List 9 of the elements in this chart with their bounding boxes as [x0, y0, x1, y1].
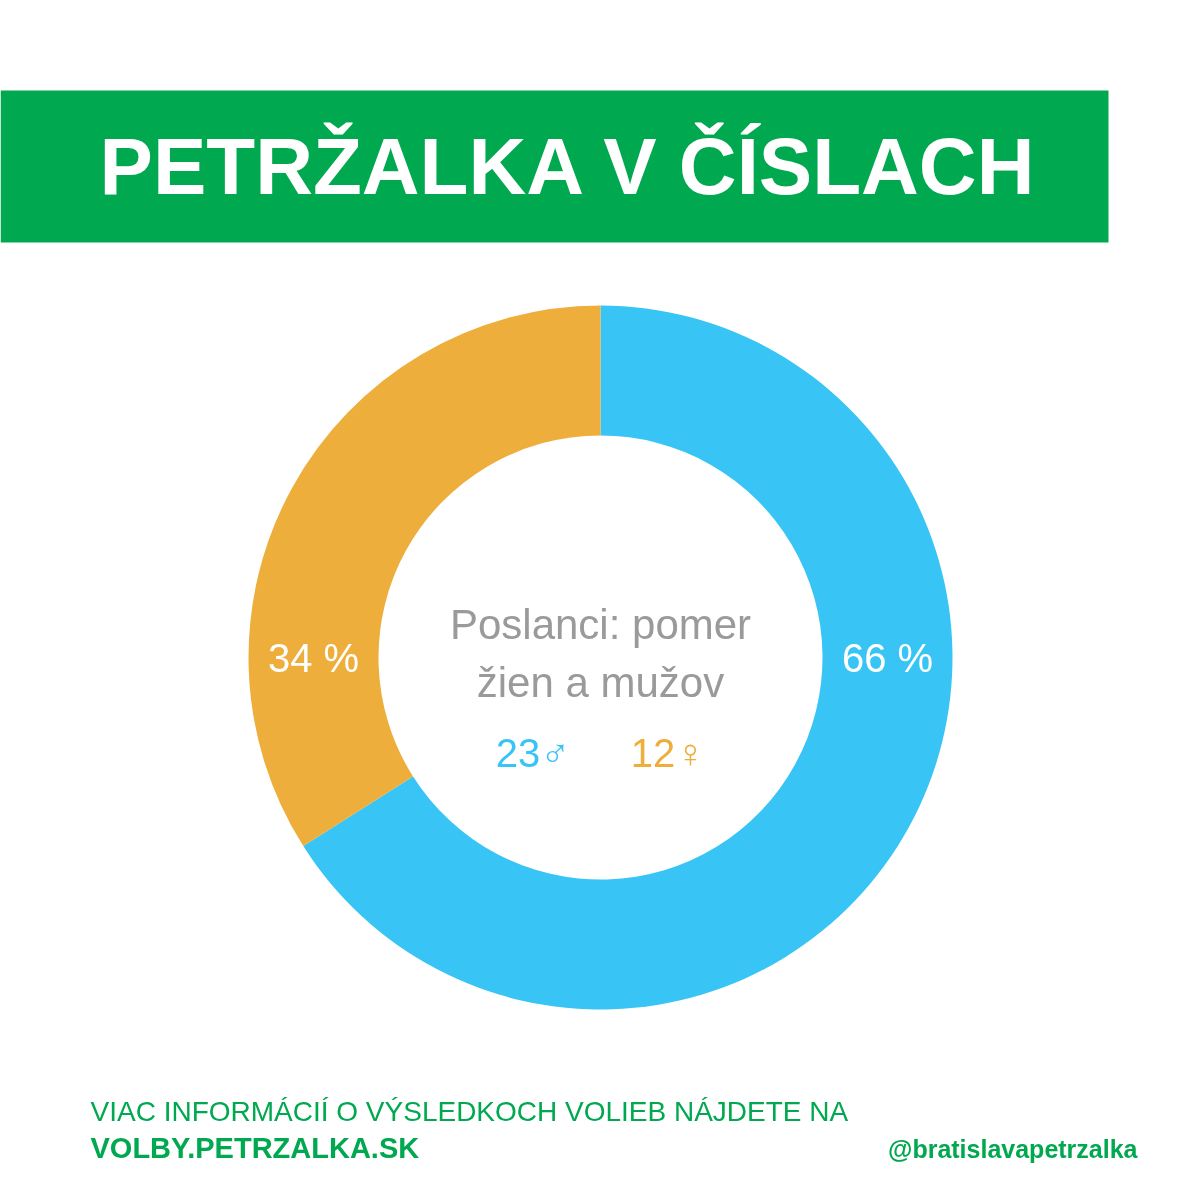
text: @bratislavapetrzalka [888, 1134, 1139, 1163]
text: 23♂ [495, 730, 571, 775]
data-label: 34 % [267, 635, 360, 680]
chart-title: PETRŽALKA V ČÍSLACH [99, 122, 1035, 211]
text: VIAC INFORMÁCIÍ O VÝSLEDKOCH VOLIEB NÁJDETE NA [90, 1096, 849, 1127]
data-label: 66 % [841, 635, 934, 680]
text: Poslanci: pomer žien a mužov [449, 600, 752, 707]
text: VOLBY.PETRZALKA.SK [90, 1131, 420, 1164]
text: 12♀ [630, 730, 706, 775]
